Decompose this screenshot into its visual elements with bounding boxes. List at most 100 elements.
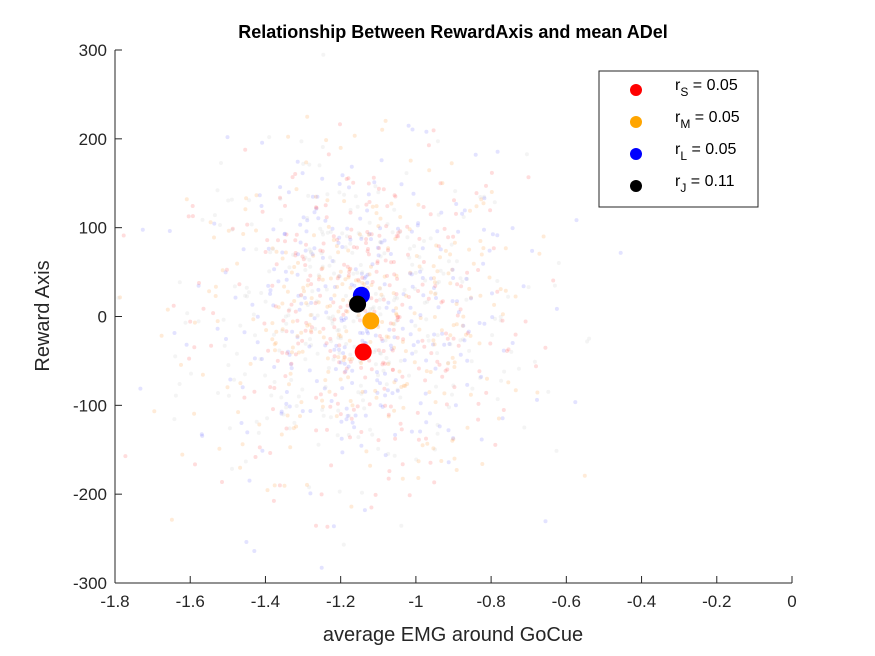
- background-point: [414, 254, 419, 258]
- legend-marker: [630, 116, 642, 128]
- background-point: [188, 319, 193, 324]
- background-point: [391, 327, 396, 332]
- background-point: [336, 355, 341, 360]
- background-point: [315, 313, 320, 318]
- background-point: [460, 323, 465, 328]
- background-point: [221, 317, 226, 322]
- background-point: [296, 293, 301, 298]
- background-point: [335, 328, 340, 333]
- background-point: [332, 285, 337, 289]
- background-point: [335, 433, 340, 438]
- background-point: [360, 490, 364, 495]
- background-point: [392, 193, 397, 198]
- background-point: [362, 276, 367, 281]
- background-point: [466, 329, 471, 334]
- legend-marker: [630, 84, 642, 96]
- background-point: [388, 343, 393, 348]
- background-point: [432, 332, 437, 337]
- background-point: [454, 211, 458, 216]
- background-point: [416, 202, 421, 207]
- background-point: [509, 349, 514, 354]
- background-point: [171, 303, 176, 308]
- background-point: [366, 247, 370, 251]
- background-point: [251, 317, 256, 322]
- background-point: [280, 327, 285, 332]
- background-point: [384, 305, 389, 310]
- background-point: [476, 401, 481, 406]
- background-point: [506, 380, 511, 385]
- background-point: [350, 420, 355, 425]
- background-point: [405, 235, 410, 240]
- background-point: [410, 127, 415, 132]
- background-point: [461, 314, 466, 319]
- background-point: [338, 334, 343, 339]
- background-point: [389, 347, 394, 351]
- background-point: [387, 327, 392, 332]
- background-point: [396, 230, 401, 235]
- background-point: [292, 299, 297, 303]
- background-point: [242, 372, 247, 377]
- background-point: [488, 341, 493, 346]
- background-point: [292, 420, 297, 425]
- background-point: [326, 152, 331, 157]
- background-point: [305, 216, 310, 220]
- background-point: [338, 122, 342, 127]
- background-point: [433, 400, 438, 405]
- background-point: [478, 293, 483, 298]
- background-point: [347, 357, 352, 362]
- background-point: [556, 261, 561, 265]
- background-point: [358, 383, 363, 388]
- background-point: [301, 161, 306, 166]
- background-point: [263, 373, 268, 378]
- background-point: [378, 240, 383, 244]
- background-point: [340, 386, 345, 391]
- background-point: [423, 391, 428, 396]
- background-point: [344, 177, 349, 181]
- background-point: [200, 372, 205, 377]
- background-point: [336, 332, 341, 337]
- background-point: [470, 386, 475, 391]
- background-point: [464, 276, 469, 281]
- background-point: [380, 404, 385, 409]
- background-point: [310, 325, 314, 330]
- background-point: [340, 245, 345, 249]
- background-point: [244, 540, 249, 544]
- background-point: [247, 478, 252, 483]
- background-point: [429, 351, 434, 356]
- background-point: [510, 341, 515, 345]
- background-point: [375, 261, 380, 266]
- background-point: [320, 176, 325, 181]
- background-point: [335, 284, 340, 289]
- background-point: [308, 328, 313, 333]
- background-point: [505, 349, 510, 353]
- background-point: [303, 341, 308, 346]
- background-point: [435, 139, 440, 144]
- background-point: [446, 360, 451, 365]
- background-point: [339, 436, 344, 441]
- background-point: [355, 245, 359, 250]
- background-point: [289, 378, 294, 382]
- background-point: [314, 523, 318, 528]
- background-point: [325, 198, 330, 203]
- background-point: [345, 264, 350, 269]
- background-point: [302, 289, 306, 294]
- background-point: [408, 158, 413, 163]
- background-point: [416, 476, 421, 480]
- chart-title: Relationship Between RewardAxis and mean…: [238, 22, 667, 42]
- background-point: [353, 413, 358, 418]
- background-point: [189, 371, 193, 376]
- background-point: [388, 321, 393, 326]
- background-point: [424, 317, 429, 322]
- background-point: [325, 192, 330, 197]
- x-tick-label: -0.2: [702, 592, 731, 611]
- background-point: [378, 286, 383, 291]
- background-point: [392, 207, 397, 212]
- background-point: [298, 222, 303, 227]
- background-point: [372, 350, 377, 354]
- background-point: [454, 259, 459, 264]
- background-point: [335, 237, 340, 242]
- background-point: [500, 312, 505, 317]
- background-point: [327, 263, 332, 268]
- background-point: [421, 293, 426, 298]
- background-point: [307, 344, 312, 349]
